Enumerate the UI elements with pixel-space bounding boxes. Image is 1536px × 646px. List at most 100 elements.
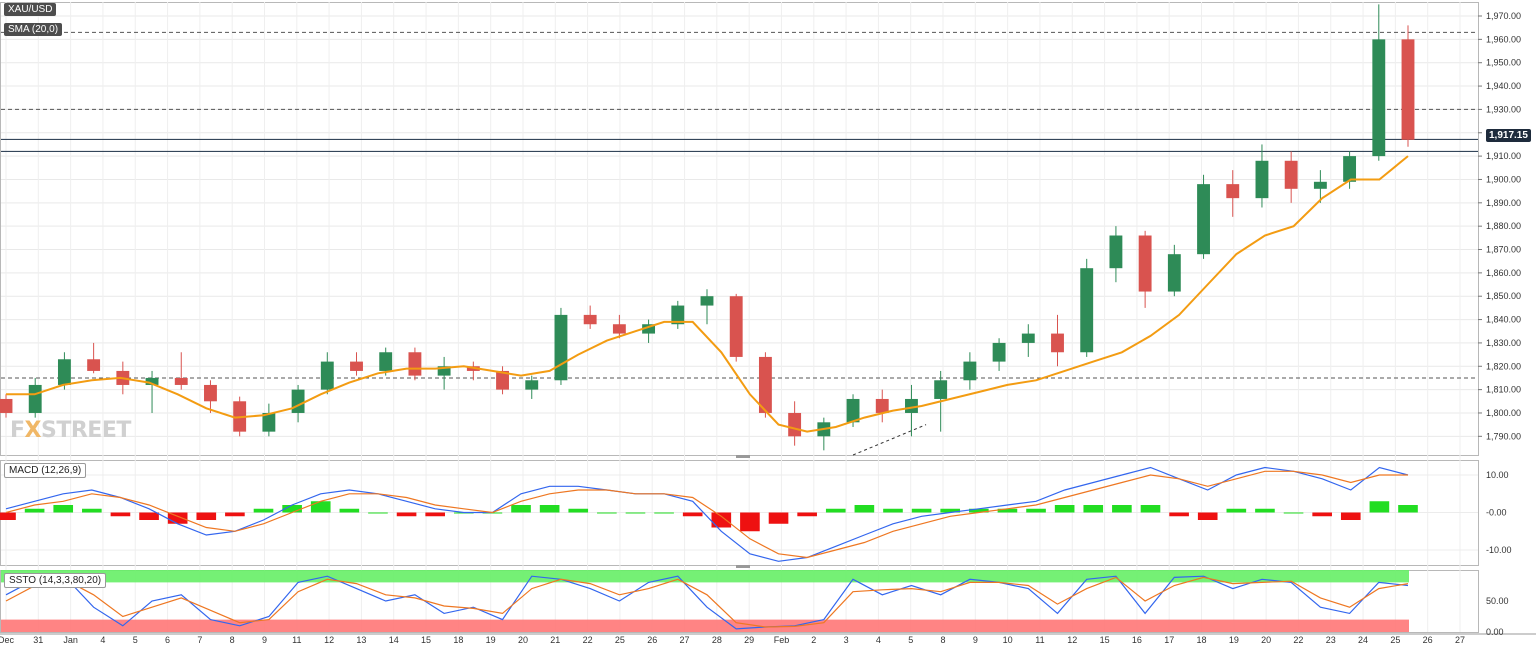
macd-histogram-bar: [797, 512, 817, 517]
price-tick-label: 1,970.00: [1486, 11, 1521, 21]
x-tick-label: 27: [680, 635, 690, 645]
price-tick-label: 1,950.00: [1486, 58, 1521, 68]
candle-body: [1138, 235, 1152, 292]
macd-histogram-bar: [940, 508, 961, 513]
x-tick-label: Feb: [774, 635, 790, 645]
macd-histogram-bar: [139, 512, 159, 520]
trendline: [852, 424, 927, 456]
candle-body: [28, 384, 42, 413]
macd-histogram-bar: [310, 501, 331, 513]
ssto-label: SSTO (14,3,3,80,20): [4, 573, 107, 588]
macd-histogram-bar: [625, 512, 646, 514]
x-tick-label: 5: [908, 635, 913, 645]
x-tick-label: 15: [421, 635, 431, 645]
macd-histogram-bar: [825, 508, 846, 513]
macd-histogram-bar: [282, 505, 302, 513]
price-tick-label: 1,900.00: [1486, 174, 1521, 184]
macd-histogram-bar: [339, 508, 360, 513]
macd-histogram-bar: [1226, 508, 1247, 513]
price-tick-label: 1,830.00: [1486, 338, 1521, 348]
candle-body: [1401, 39, 1415, 140]
macd-histogram-bar: [24, 508, 45, 513]
macd-line: [5, 466, 1409, 562]
macd-histogram-bar: [53, 505, 74, 513]
macd-histogram-bar: [1112, 505, 1132, 513]
macd-histogram-bar: [225, 512, 245, 517]
macd-histogram-bar: [1197, 512, 1218, 520]
x-tick-label: 7: [197, 635, 202, 645]
candle-body: [583, 314, 597, 325]
macd-tick-label: 10.00: [1486, 470, 1509, 480]
macd-histogram-bar: [196, 512, 217, 520]
x-tick-label: 10: [1003, 635, 1013, 645]
macd-histogram-bar: [1026, 508, 1046, 513]
macd-histogram-bar: [883, 508, 903, 513]
macd-histogram-bar: [1255, 508, 1275, 513]
macd-histogram-bar: [740, 512, 760, 532]
x-tick-label: 26: [1423, 635, 1433, 645]
price-tick-label: 1,870.00: [1486, 245, 1521, 255]
macd-histogram-bar: [654, 512, 674, 514]
macd-histogram-bar: [854, 505, 875, 513]
macd-histogram-bar: [597, 512, 617, 514]
price-tick-label: 1,890.00: [1486, 198, 1521, 208]
candle-body: [729, 296, 743, 357]
candle-body: [671, 305, 685, 325]
candle-body: [350, 361, 363, 371]
price-tick-label: 1,960.00: [1486, 34, 1521, 44]
x-tick-label: 20: [1261, 635, 1271, 645]
x-tick-label: 22: [1293, 635, 1303, 645]
macd-histogram-bar: [368, 512, 388, 514]
macd-histogram-bar: [1169, 512, 1189, 517]
macd-histogram-bar: [911, 508, 932, 513]
macd-histogram-bar: [682, 512, 703, 517]
candle-body: [700, 296, 714, 306]
macd-histogram-bar: [997, 508, 1018, 513]
macd-histogram-bar: [768, 512, 789, 524]
candle-body: [642, 324, 656, 334]
x-tick-label: 4: [876, 635, 881, 645]
candle-body: [846, 398, 860, 423]
macd-histogram-bar: [1340, 512, 1361, 520]
macd-histogram-bar: [568, 508, 589, 513]
candle-body: [992, 342, 1006, 362]
last-price-tag: 1,917.15: [1486, 129, 1531, 142]
x-tick-label: 20: [518, 635, 528, 645]
x-tick-label: 16: [1132, 635, 1142, 645]
candle-body: [1284, 160, 1298, 189]
x-tick-label: 23: [1326, 635, 1336, 645]
x-tick-label: 8: [230, 635, 235, 645]
macd-histogram-bar: [425, 512, 445, 517]
candle-body: [1255, 160, 1269, 199]
x-tick-label: 9: [262, 635, 267, 645]
candle-body: [1343, 156, 1357, 182]
candle-body: [1080, 268, 1094, 353]
candle-body: [496, 370, 509, 390]
ssto-tick-label: 50.00: [1486, 596, 1509, 606]
macd-histogram-bar: [1312, 512, 1332, 517]
x-tick-label: 31: [33, 635, 43, 645]
price-tick-label: 1,880.00: [1486, 221, 1521, 231]
price-tick-label: 1,840.00: [1486, 315, 1521, 325]
x-tick-label: 15: [1100, 635, 1110, 645]
x-tick-label: 21: [550, 635, 560, 645]
watermark-logo: FXSTREET: [10, 418, 131, 443]
candle-body: [1021, 333, 1035, 343]
pane-resize-handle: [736, 455, 750, 458]
macd-histogram-bar: [253, 508, 274, 513]
x-tick-label: 14: [389, 635, 399, 645]
price-tick-label: 1,940.00: [1486, 81, 1521, 91]
macd-histogram-bar: [110, 512, 131, 517]
pane-resize-handle: [736, 565, 750, 568]
candle-body: [1109, 235, 1123, 269]
macd-histogram-bar: [396, 512, 417, 517]
candle-body: [612, 324, 626, 334]
x-tick-label: 9: [973, 635, 978, 645]
x-tick-label: 24: [1358, 635, 1368, 645]
macd-signal-line: [5, 470, 1408, 559]
price-tick-label: 1,820.00: [1486, 361, 1521, 371]
price-tick-label: 1,860.00: [1486, 268, 1521, 278]
pane-frame-price: [0, 2, 1479, 456]
x-tick-label: 2: [811, 635, 816, 645]
